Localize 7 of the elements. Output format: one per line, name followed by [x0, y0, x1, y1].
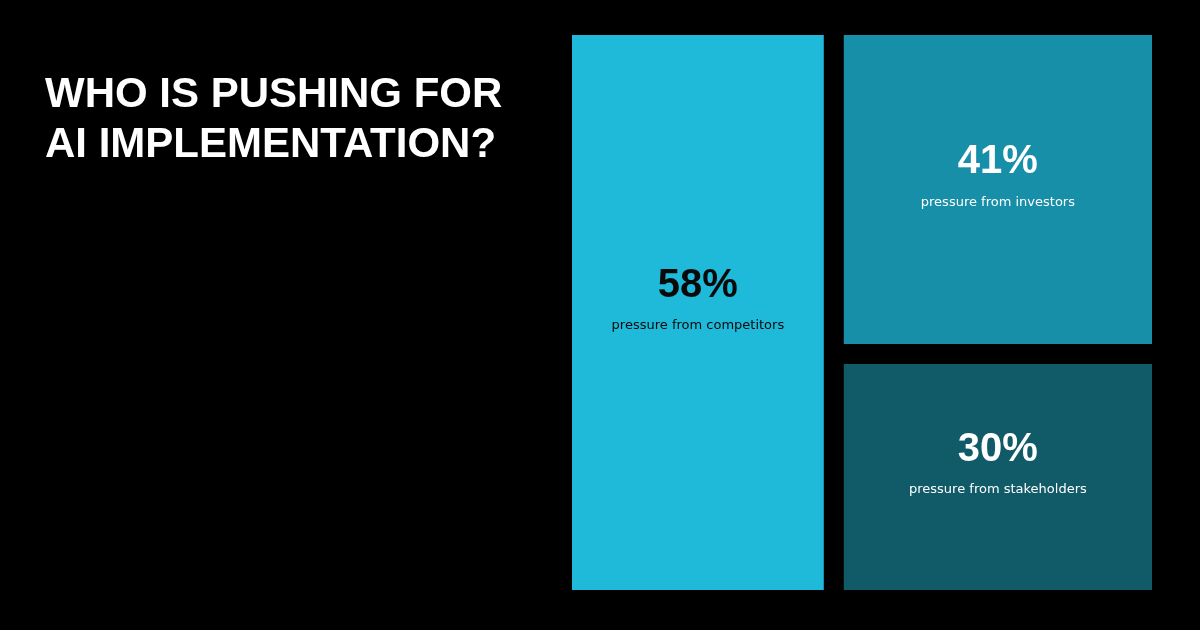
text: WHO IS PUSHING FOR AI IMPLEMENTATION? — [45, 68, 515, 166]
data-label: 41% — [957, 137, 1038, 182]
category-label: pressure from competitors — [611, 317, 785, 332]
category-label: pressure from investors — [920, 193, 1076, 209]
data-label: 58% — [657, 260, 738, 305]
data-label: 30% — [957, 424, 1038, 469]
category-label: pressure from stakeholders — [909, 481, 1087, 497]
